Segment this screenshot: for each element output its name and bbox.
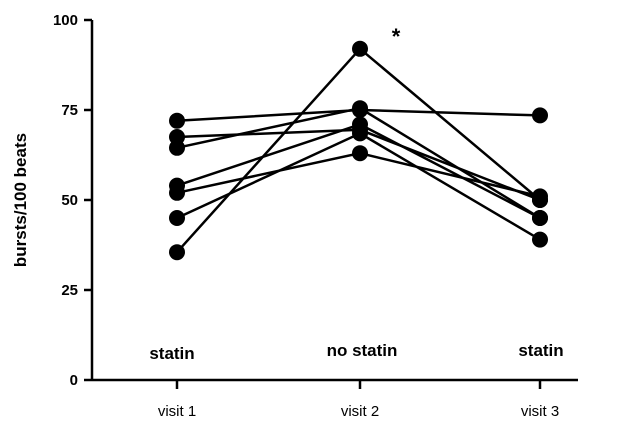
x-tick-label: visit 1 (158, 403, 196, 420)
y-tick-label: 75 (61, 102, 78, 119)
significance-marker: * (392, 24, 401, 49)
condition-labels: statin no statin statin (149, 341, 563, 363)
data-point (352, 100, 368, 117)
condition-label: no statin (327, 341, 398, 360)
y-axis-title: bursts/100 beats (11, 133, 30, 267)
data-point (352, 40, 368, 57)
ticks: 0 25 50 75 100 visit 1 visit 2 visit 3 (53, 12, 559, 420)
data-point (169, 184, 185, 201)
series-points (169, 40, 548, 261)
data-point (352, 145, 368, 162)
x-tick-label: visit 3 (521, 403, 559, 420)
y-tick-label: 100 (53, 12, 78, 29)
x-tick-label: visit 2 (341, 403, 379, 420)
y-tick-label: 25 (61, 282, 78, 299)
condition-label: statin (518, 341, 563, 360)
data-point (532, 210, 548, 226)
data-point (532, 107, 548, 124)
data-point (169, 210, 185, 226)
y-tick-label: 50 (61, 192, 78, 209)
data-point (169, 139, 185, 156)
data-point (532, 231, 548, 248)
data-point (169, 244, 185, 261)
condition-label: statin (149, 344, 194, 363)
y-tick-label: 0 (70, 372, 78, 389)
data-point (169, 112, 185, 129)
data-point (532, 192, 548, 208)
data-point (352, 125, 368, 142)
